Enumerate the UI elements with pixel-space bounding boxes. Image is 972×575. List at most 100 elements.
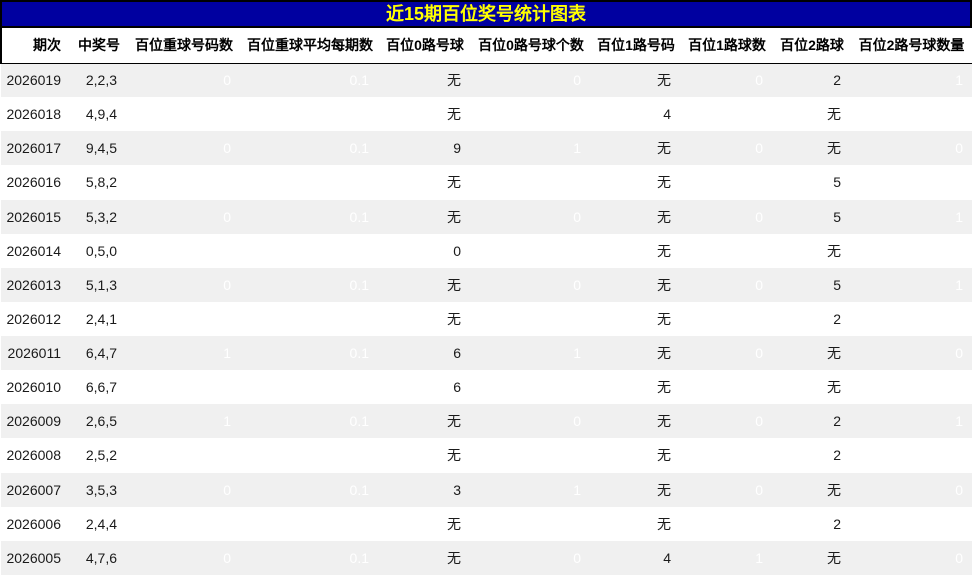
table-row: 2026011 6,4,7 1 0.1 6 1 无 0 无 0 [1, 336, 972, 371]
cell-route0-count: 0 [471, 267, 591, 302]
table-row: 2026006 2,4,4 0 0.1 无 0 无 0 2 1 [1, 506, 972, 541]
cell-repeat-ball-avg: 0.1 [241, 472, 379, 507]
cell-period: 2026015 [1, 199, 71, 234]
cell-route0-ball: 6 [379, 336, 471, 371]
cell-route1-ball: 无 [591, 165, 681, 200]
cell-route2-ball: 无 [773, 233, 851, 268]
cell-route1-count: 0 [681, 336, 773, 371]
cell-route2-ball: 无 [773, 97, 851, 132]
cell-route1-count: 0 [681, 506, 773, 541]
cell-repeat-ball-count: 1 [127, 336, 241, 371]
cell-route0-count: 1 [471, 131, 591, 166]
column-header-route1-ball: 百位1路号码 [591, 28, 681, 64]
cell-period: 2026006 [1, 506, 71, 541]
cell-route1-ball: 无 [591, 233, 681, 268]
cell-winning-number: 9,4,5 [71, 131, 127, 166]
cell-route0-ball: 0 [379, 233, 471, 268]
cell-repeat-ball-count: 0 [127, 301, 241, 336]
cell-route0-ball: 无 [379, 97, 471, 132]
cell-repeat-ball-count: 0 [127, 199, 241, 234]
cell-repeat-ball-avg: 0.1 [241, 301, 379, 336]
cell-period: 2026013 [1, 267, 71, 302]
cell-route1-count: 0 [681, 199, 773, 234]
table-row: 2026018 4,9,4 0 0.1 无 0 4 1 无 0 [1, 97, 972, 132]
cell-route0-ball: 无 [379, 63, 471, 98]
cell-repeat-ball-count: 0 [127, 63, 241, 98]
cell-route2-ball: 2 [773, 301, 851, 336]
column-header-period: 期次 [0, 28, 71, 64]
cell-route2-count: 1 [851, 267, 972, 302]
cell-route2-count: 0 [851, 97, 972, 132]
cell-route1-ball: 无 [591, 199, 681, 234]
cell-repeat-ball-count: 1 [127, 404, 241, 439]
cell-route0-count: 1 [471, 370, 591, 405]
cell-repeat-ball-count: 0 [127, 131, 241, 166]
cell-route1-ball: 无 [591, 472, 681, 507]
cell-route2-count: 1 [851, 199, 972, 234]
cell-route2-ball: 5 [773, 199, 851, 234]
cell-period: 2026011 [1, 336, 71, 371]
column-header-route0-ball: 百位0路号球 [379, 28, 471, 64]
cell-route1-ball: 无 [591, 131, 681, 166]
cell-winning-number: 2,4,1 [71, 301, 127, 336]
cell-route0-ball: 无 [379, 404, 471, 439]
cell-route0-ball: 无 [379, 301, 471, 336]
cell-route1-ball: 无 [591, 267, 681, 302]
cell-repeat-ball-avg: 0.1 [241, 540, 379, 575]
cell-route1-count: 0 [681, 131, 773, 166]
table-row: 2026013 5,1,3 0 0.1 无 0 无 0 5 1 [1, 267, 972, 302]
chart-title: 近15期百位奖号统计图表 [385, 4, 587, 24]
cell-route0-count: 1 [471, 233, 591, 268]
cell-repeat-ball-count: 0 [127, 370, 241, 405]
column-header-route2-count: 百位2路号球数量 [851, 28, 972, 64]
cell-repeat-ball-avg: 0.1 [241, 438, 379, 473]
cell-route0-count: 0 [471, 199, 591, 234]
cell-repeat-ball-avg: 0.1 [241, 404, 379, 439]
cell-winning-number: 6,6,7 [71, 370, 127, 405]
cell-route1-count: 0 [681, 472, 773, 507]
table-row: 2026012 2,4,1 0 0.1 无 0 无 0 2 1 [1, 301, 972, 336]
cell-route0-ball: 3 [379, 472, 471, 507]
column-header-route1-count: 百位1路球数 [681, 28, 773, 64]
cell-repeat-ball-avg: 0.1 [241, 131, 379, 166]
cell-route2-count: 1 [851, 301, 972, 336]
cell-route2-count: 1 [851, 404, 972, 439]
cell-period: 2026005 [1, 540, 71, 575]
cell-route2-ball: 5 [773, 267, 851, 302]
cell-route0-ball: 无 [379, 438, 471, 473]
table-row: 2026010 6,6,7 0 0.1 6 1 无 0 无 0 [1, 370, 972, 405]
cell-winning-number: 3,5,3 [71, 472, 127, 507]
cell-winning-number: 2,6,5 [71, 404, 127, 439]
cell-winning-number: 4,9,4 [71, 97, 127, 132]
cell-period: 2026012 [1, 301, 71, 336]
cell-route2-ball: 5 [773, 165, 851, 200]
cell-route1-ball: 4 [591, 97, 681, 132]
table-row: 2026014 0,5,0 0 0.1 0 1 无 0 无 0 [1, 233, 972, 268]
cell-route2-count: 0 [851, 336, 972, 371]
cell-route2-count: 0 [851, 540, 972, 575]
cell-period: 2026014 [1, 233, 71, 268]
cell-route0-ball: 无 [379, 540, 471, 575]
cell-route2-count: 0 [851, 472, 972, 507]
cell-route1-count: 1 [681, 540, 773, 575]
cell-route0-ball: 9 [379, 131, 471, 166]
cell-repeat-ball-count: 1 [127, 165, 241, 200]
cell-route0-ball: 6 [379, 370, 471, 405]
cell-route0-ball: 无 [379, 267, 471, 302]
cell-route2-ball: 2 [773, 438, 851, 473]
cell-route2-count: 1 [851, 165, 972, 200]
cell-route1-count: 0 [681, 404, 773, 439]
cell-winning-number: 2,2,3 [71, 63, 127, 98]
cell-route1-ball: 4 [591, 540, 681, 575]
cell-winning-number: 2,5,2 [71, 438, 127, 473]
cell-route1-ball: 无 [591, 506, 681, 541]
cell-repeat-ball-count: 0 [127, 540, 241, 575]
cell-repeat-ball-count: 0 [127, 233, 241, 268]
cell-winning-number: 5,8,2 [71, 165, 127, 200]
cell-repeat-ball-avg: 0.1 [241, 63, 379, 98]
table-row: 2026008 2,5,2 0 0.1 无 0 无 0 2 1 [1, 438, 972, 473]
table-row: 2026019 2,2,3 0 0.1 无 0 无 0 2 1 [1, 63, 972, 98]
cell-route2-ball: 无 [773, 472, 851, 507]
cell-repeat-ball-count: 0 [127, 472, 241, 507]
